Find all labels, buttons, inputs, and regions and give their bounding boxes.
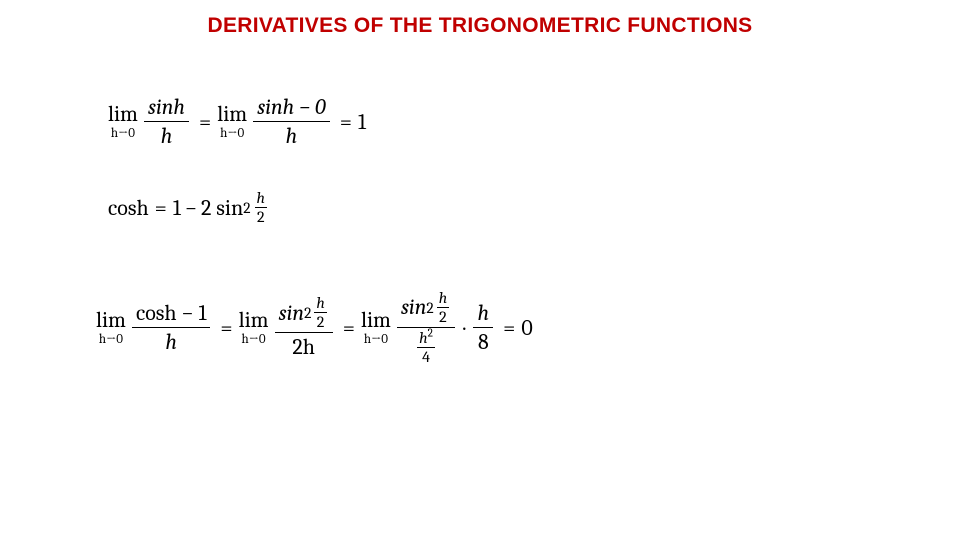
numerator: cosh − 1 [132,301,210,327]
denominator: 2h [288,333,319,359]
denominator: 2 [255,208,267,225]
two-sin: 2 sin [201,195,243,221]
limit-operator: lim h→0 [361,309,391,346]
result-value: 1 [358,109,366,135]
lim-subscript: h→0 [111,127,135,140]
denominator: 2 [437,308,449,325]
numerator: sin 2 h 2 [397,290,455,327]
equals-sign: = [503,315,515,341]
denominator: h2 4 [411,328,441,365]
result-value: 0 [521,315,532,341]
equation-cosh-minus-1-limit: lim h→0 cosh − 1 h = lim h→0 sin2 h [96,290,533,365]
fraction-h2-over-4: h2 4 [417,330,435,365]
fraction-sinh-over-h: sinh h [144,95,189,148]
fraction-h-over-2: h 2 [437,290,449,325]
denominator: 2 [315,313,327,330]
numerator: h2 [417,330,435,347]
lim-label: lim [108,103,138,125]
fraction-h-over-8: h 8 [473,301,493,354]
numerator: sinh [144,95,189,121]
numerator: sinh − 0 [253,95,330,121]
limit-operator: lim h→0 [96,309,126,346]
denominator: h [161,328,181,354]
denominator: h [157,122,177,148]
lim-label: lim [361,309,391,331]
sin-label: sin [279,301,304,325]
lim-label: lim [96,309,126,331]
equals-sign: = [343,315,355,341]
lim-subscript: h→0 [220,127,244,140]
numerator: sin 2 h 2 [275,295,333,332]
page-title-text: DERIVATIVES OF THE TRIGONOMETRIC FUNCTIO… [208,14,753,37]
fraction-sin2-over-h2-over-4: sin2 h 2 h2 4 [397,290,455,365]
fraction-h-over-2: h 2 [314,295,326,330]
equals-sign: = [220,315,232,341]
fraction-sin2-over-2h: sin 2 h 2 2h [275,295,333,359]
denominator: 4 [420,348,432,365]
equation-sinh-limit: lim h→0 sinh h = lim h→0 sinh − 0 h = 1 [108,95,366,148]
limit-operator: lim h→0 [108,103,138,140]
denominator: h [282,122,302,148]
numerator: h [473,301,493,327]
lim-subscript: h→0 [364,333,388,346]
equals-sign: = [155,195,167,221]
lim-label: lim [217,103,247,125]
page-title: DERIVATIVES OF THE TRIGONOMETRIC FUNCTIO… [0,14,960,38]
equals-sign: = [340,109,352,135]
squared-exponent: 2 [428,327,433,340]
limit-operator: lim h→0 [239,309,269,346]
sin-label: sin [401,295,426,319]
lhs-cosh: cosh [108,195,149,221]
minus-sign: − [185,195,197,221]
denominator: 8 [474,328,493,354]
h-label: h [419,329,427,347]
lim-subscript: h→0 [242,333,266,346]
numerator: h [255,190,267,207]
equals-sign: = [199,109,211,135]
fraction-h-over-2: h 2 [255,190,267,225]
numerator: h [437,290,449,307]
fraction-sinh-minus-0-over-h: sinh − 0 h [253,95,330,148]
equation-cosh-identity: cosh = 1 − 2 sin 2 h 2 [108,190,269,225]
lim-subscript: h→0 [99,333,123,346]
limit-operator: lim h→0 [217,103,247,140]
numerator: h [314,295,326,312]
fraction-cosh-minus-1-over-h: cosh − 1 h [132,301,210,354]
constant-one: 1 [173,195,181,221]
multiplication-dot: · [463,315,465,341]
lim-label: lim [239,309,269,331]
